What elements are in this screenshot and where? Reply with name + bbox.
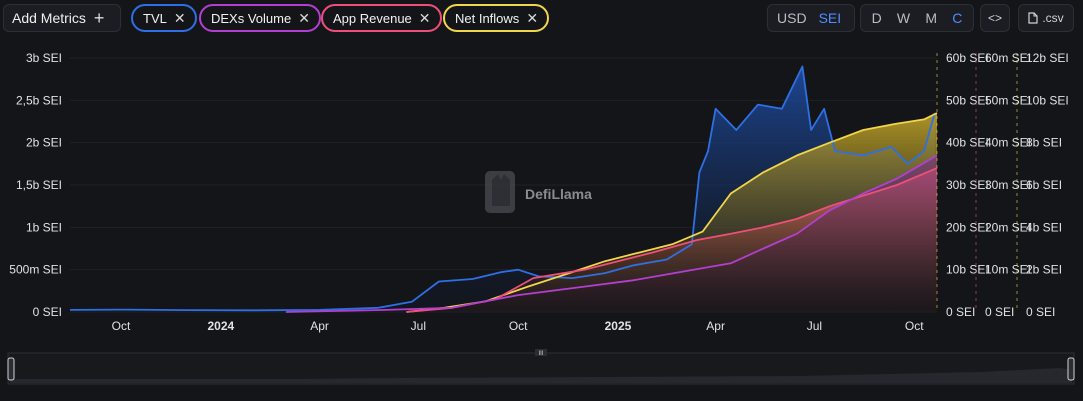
range-slider-preview xyxy=(10,368,1072,383)
y-tick-label: 50b SEI xyxy=(946,93,989,107)
granularity-cumulative[interactable]: C xyxy=(952,10,963,26)
y-tick-label: 40m SEI xyxy=(985,136,1031,150)
granularity-monthly[interactable]: M xyxy=(925,10,938,26)
granularity-toggle: D W M C xyxy=(860,4,974,32)
plus-icon: + xyxy=(93,8,105,28)
granularity-weekly[interactable]: W xyxy=(896,10,911,26)
y-tick-label: 10m SEI xyxy=(985,263,1031,277)
y-tick-label: 20m SEI xyxy=(985,220,1031,234)
range-slider[interactable]: III xyxy=(0,346,1083,396)
x-axis: Oct 2024 Apr Jul Oct 2025 Apr Jul Oct xyxy=(112,319,925,333)
chart: 0 SEI 500m SEI 1b SEI 1,5b SEI 2b SEI 2,5b SE… xyxy=(9,51,1069,333)
y-axes-right: 0 SEI 10b SEI 20b SEI 30b SEI 40b SEI 50b SEI… xyxy=(936,51,1069,319)
y-tick-label: 10b SEI xyxy=(1026,93,1069,107)
y-tick-label: 2b SEI xyxy=(1026,263,1062,277)
metric-chip-label: DEXs Volume xyxy=(211,10,292,26)
y-tick-label: 0 SEI xyxy=(1026,305,1055,319)
y-tick-label: 50m SEI xyxy=(985,93,1031,107)
series-line-net-inflows xyxy=(406,112,938,313)
close-icon[interactable]: ✕ xyxy=(298,10,310,26)
range-handle-left[interactable] xyxy=(7,357,15,381)
y-tick-label: 2,5b SEI xyxy=(16,93,62,107)
denomination-sei[interactable]: SEI xyxy=(818,10,842,26)
llama-logo-icon xyxy=(485,171,515,213)
chart-areas xyxy=(70,66,937,312)
y-tick-label: 0 SEI xyxy=(985,305,1014,319)
code-icon: <> xyxy=(987,11,1002,25)
x-tick-label: Apr xyxy=(706,319,725,333)
add-metrics-button[interactable]: Add Metrics + xyxy=(3,4,121,32)
x-tick-label: Oct xyxy=(509,319,528,333)
range-handle-right[interactable] xyxy=(1067,357,1075,381)
watermark-text: DefiLlama xyxy=(525,186,592,202)
watermark: DefiLlama xyxy=(485,171,592,213)
embed-button[interactable]: <> xyxy=(980,4,1010,32)
y-tick-label: 0 SEI xyxy=(946,305,975,319)
series-line-tvl xyxy=(69,65,936,312)
y-tick-label: 0 SEI xyxy=(33,305,62,319)
series-area-dexs-volume xyxy=(285,155,937,312)
add-metrics-label: Add Metrics xyxy=(12,10,86,26)
y-tick-label: 2b SEI xyxy=(26,136,62,150)
close-icon[interactable]: ✕ xyxy=(526,10,539,26)
x-tick-label: 2024 xyxy=(207,319,234,333)
y-tick-label: 1b SEI xyxy=(26,220,62,234)
close-icon[interactable]: ✕ xyxy=(173,10,186,26)
y-tick-label: 60b SEI xyxy=(946,51,989,65)
granularity-daily[interactable]: D xyxy=(871,10,882,26)
x-tick-label: Oct xyxy=(112,319,131,333)
y-tick-label: 1,5b SEI xyxy=(16,178,62,192)
metric-chip-app-revenue[interactable]: App Revenue ✕ xyxy=(321,4,442,32)
y-tick-label: 6b SEI xyxy=(1026,178,1062,192)
csv-download-button[interactable]: .csv xyxy=(1018,4,1074,32)
metric-chip-label: Net Inflows xyxy=(455,10,520,26)
metric-chip-dexs-volume[interactable]: DEXs Volume ✕ xyxy=(199,4,321,32)
series-line-dexs-volume xyxy=(285,154,938,313)
y-tick-label: 30m SEI xyxy=(985,178,1031,192)
y-tick-label: 20b SEI xyxy=(946,220,989,234)
file-icon xyxy=(1028,12,1038,24)
metric-chip-net-inflows[interactable]: Net Inflows ✕ xyxy=(443,4,550,32)
close-icon[interactable]: ✕ xyxy=(418,10,431,26)
chart-lines xyxy=(69,65,938,313)
y-tick-label: 3b SEI xyxy=(26,51,62,65)
y-tick-label: 60m SEI xyxy=(985,51,1031,65)
metric-chip-label: TVL xyxy=(143,10,167,26)
denomination-toggle: USD SEI xyxy=(767,4,855,32)
chart-grid xyxy=(70,57,937,313)
y-tick-label: 8b SEI xyxy=(1026,136,1062,150)
csv-label: .csv xyxy=(1042,11,1064,25)
y-tick-label: 40b SEI xyxy=(946,136,989,150)
y-tick-label: 500m SEI xyxy=(9,263,62,277)
x-tick-label: Apr xyxy=(310,319,329,333)
y-tick-label: 30b SEI xyxy=(946,178,989,192)
toolbar: Add Metrics + TVL ✕ DEXs Volume ✕ App Re… xyxy=(0,0,1083,40)
range-grip[interactable] xyxy=(535,349,547,356)
y-tick-label: 4b SEI xyxy=(1026,220,1062,234)
x-tick-label: Jul xyxy=(411,319,426,333)
x-tick-label: Jul xyxy=(807,319,822,333)
x-tick-label: Oct xyxy=(905,319,924,333)
y-axis-tvl: 0 SEI 500m SEI 1b SEI 1,5b SEI 2b SEI 2,5b SE… xyxy=(9,51,62,319)
metric-chip-tvl[interactable]: TVL ✕ xyxy=(131,4,197,32)
x-tick-label: 2025 xyxy=(605,319,632,333)
y-tick-label: 10b SEI xyxy=(946,263,989,277)
metric-chip-label: App Revenue xyxy=(333,10,412,26)
denomination-usd[interactable]: USD xyxy=(777,10,807,26)
range-grip-label: III xyxy=(538,351,543,357)
y-tick-label: 12b SEI xyxy=(1026,51,1069,65)
